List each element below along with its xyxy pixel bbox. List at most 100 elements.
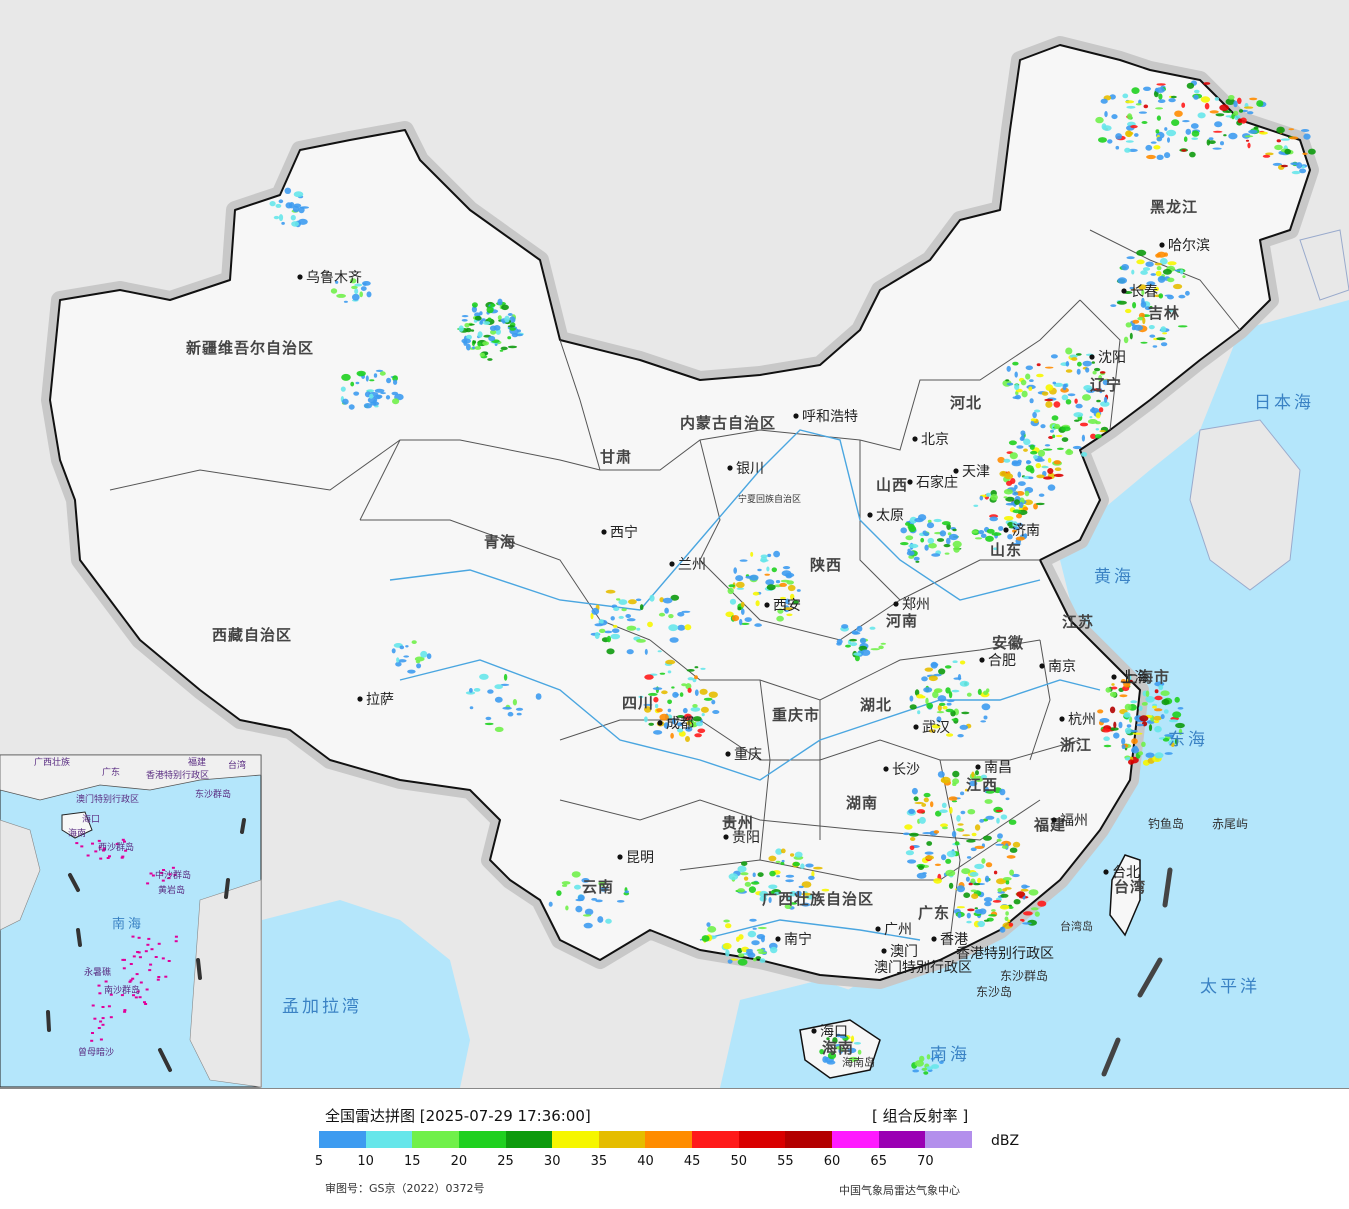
inset-label: 香港特别行政区 [146, 769, 209, 781]
japan-korea [1189, 229, 1349, 591]
city-marker [931, 936, 937, 942]
city-marker [953, 468, 959, 474]
city-marker [669, 561, 675, 567]
inset-label: 广西壮族 [34, 756, 70, 768]
province-label: 四川 [622, 694, 654, 712]
color-swatch [878, 1131, 926, 1148]
city-labels: 乌鲁木齐拉萨西宁兰州银川呼和浩特北京天津石家庄太原济南郑州西安成都重庆武汉合肥南… [297, 238, 1210, 1040]
island-label: 钓鱼岛 [1148, 816, 1184, 831]
inset-label: 南沙群岛 [104, 984, 140, 996]
scale-tick-label: 10 [357, 1154, 374, 1169]
radar-map[interactable]: 新疆维吾尔自治区 西藏自治区 青海 甘肃 内蒙古自治区 黑龙江 吉林 辽宁 四川… [0, 0, 1349, 1088]
city-marker [1051, 817, 1057, 823]
scale-tick-label: 40 [637, 1154, 654, 1169]
city-marker [1059, 716, 1065, 722]
province-label: 河北 [950, 394, 982, 412]
sea-bengal [262, 900, 470, 1088]
agency-credit: 中国气象局雷达气象中心 [839, 1184, 960, 1197]
province-label: 内蒙古自治区 [680, 414, 776, 432]
color-swatch [925, 1131, 972, 1148]
inset-label: 曾母暗沙 [78, 1046, 114, 1058]
city-label: 长沙 [892, 762, 920, 778]
province-label: 新疆维吾尔自治区 [186, 339, 314, 357]
legend-title: 全国雷达拼图 [2025-07-29 17:36:00] [325, 1107, 591, 1125]
legend-panel [0, 1088, 1349, 1209]
color-swatch [458, 1131, 506, 1148]
inset-label: 黄岩岛 [158, 884, 185, 896]
inset-south-china-sea: 广西壮族 广东 福建 台湾 香港特别行政区 澳门特别行政区 东沙群岛 海口 海南… [0, 754, 262, 1088]
city-marker [793, 413, 799, 419]
province-label: 陕西 [810, 556, 842, 574]
legend-unit: dBZ [991, 1133, 1020, 1149]
city-marker [1103, 869, 1109, 875]
inset-label: 海南 [68, 827, 86, 839]
province-label: 江西 [966, 776, 998, 794]
province-label: 海南 [822, 1039, 854, 1057]
city-label: 沈阳 [1098, 350, 1126, 366]
city-label: 南昌 [984, 760, 1012, 776]
province-label: 西藏自治区 [212, 626, 292, 644]
province-label: 香港特别行政区 [956, 946, 1054, 962]
province-label: 澳门特别行政区 [874, 960, 972, 976]
color-swatch [319, 1131, 366, 1148]
city-label: 合肥 [988, 653, 1016, 669]
city-marker [1159, 242, 1165, 248]
city-marker [979, 657, 985, 663]
sea-label: 南海 [930, 1045, 970, 1065]
radar-echoes [269, 80, 1316, 1075]
province-label: 宁夏回族自治区 [738, 493, 801, 505]
city-label: 上海 [1120, 670, 1148, 686]
province-label: 广西壮族自治区 [762, 890, 874, 908]
city-marker [1003, 527, 1009, 533]
scale-tick-label: 50 [730, 1154, 748, 1169]
sea-label: 日本海 [1254, 393, 1314, 413]
city-label: 银川 [736, 461, 764, 477]
legend-product: [ 组合反射率 ] [872, 1107, 969, 1125]
inset-label: 福建 [188, 756, 206, 768]
inset-label: 永暑礁 [84, 966, 111, 978]
city-label: 郑州 [902, 597, 930, 613]
color-swatch [785, 1131, 833, 1148]
color-swatch [832, 1131, 879, 1148]
city-label: 台北 [1112, 865, 1140, 881]
province-label: 湖南 [846, 794, 878, 812]
color-swatch [598, 1131, 646, 1148]
city-label: 澳门 [890, 944, 918, 960]
city-marker [975, 764, 981, 770]
province-label: 台湾 [1114, 878, 1146, 896]
city-label: 成都 [666, 716, 694, 732]
city-marker [875, 926, 881, 932]
province-labels: 新疆维吾尔自治区 西藏自治区 青海 甘肃 内蒙古自治区 黑龙江 吉林 辽宁 四川… [186, 198, 1197, 1057]
province-label: 山东 [990, 541, 1022, 559]
city-marker [1111, 674, 1117, 680]
island-label: 台湾岛 [1060, 919, 1093, 933]
color-swatch [552, 1131, 599, 1148]
city-marker [881, 948, 887, 954]
province-label: 山西 [876, 476, 908, 494]
city-marker [601, 529, 607, 535]
color-swatch [365, 1131, 413, 1148]
inset-label: 广东 [102, 766, 120, 778]
sea-labels: 日本海 黄海 东海 太平洋 南海 孟加拉湾 [282, 393, 1314, 1065]
rivers [389, 429, 1101, 941]
island-label: 赤尾屿 [1212, 817, 1248, 831]
city-label: 天津 [962, 464, 990, 480]
city-label: 哈尔滨 [1168, 238, 1210, 254]
city-label: 海口 [820, 1024, 848, 1040]
province-label: 福建 [1033, 816, 1066, 834]
color-swatch [412, 1131, 459, 1148]
city-label: 贵阳 [732, 830, 760, 846]
scale-tick-label: 65 [870, 1154, 887, 1169]
scale-tick-label: 30 [543, 1154, 561, 1169]
city-marker [617, 854, 623, 860]
color-swatch [505, 1131, 553, 1148]
city-label: 西安 [773, 598, 801, 614]
city-marker [1039, 663, 1045, 669]
city-marker [893, 601, 899, 607]
city-label: 济南 [1012, 523, 1040, 539]
province-label: 安徽 [992, 634, 1024, 652]
color-swatch [738, 1131, 786, 1148]
china-land [49, 44, 1311, 981]
province-label: 上海市 [1122, 668, 1170, 686]
province-label: 重庆市 [772, 706, 820, 724]
